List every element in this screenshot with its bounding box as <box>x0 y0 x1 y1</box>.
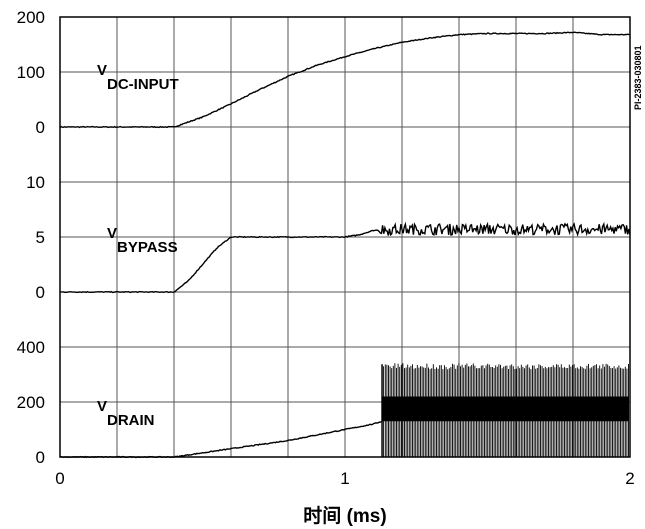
signal-subscript: DRAIN <box>107 412 155 429</box>
signal-label: V <box>97 398 107 415</box>
series-line <box>59 420 382 459</box>
labels: 2001000VDC-INPUT1050VBYPASS4002000VDRAIN… <box>17 8 643 527</box>
switching-band <box>382 396 629 422</box>
y-tick-label: 0 <box>36 448 45 467</box>
y-tick-label: 10 <box>26 173 45 192</box>
signal-label: V <box>97 62 107 79</box>
plot-frame <box>59 16 631 458</box>
y-tick-label: 100 <box>17 63 45 82</box>
y-tick-label: 0 <box>36 283 45 302</box>
y-tick-label: 0 <box>36 118 45 137</box>
x-tick-label: 2 <box>625 469 634 488</box>
signal-subscript: DC-INPUT <box>107 76 179 93</box>
x-tick-label: 1 <box>340 469 349 488</box>
y-tick-label: 200 <box>17 393 45 412</box>
x-axis-label: 时间 (ms) <box>303 505 386 527</box>
signal-label: V <box>107 225 117 242</box>
y-tick-label: 400 <box>17 338 45 357</box>
figure-ref: PI-2383-030801 <box>633 45 643 110</box>
y-tick-label: 5 <box>36 228 45 247</box>
y-tick-label: 200 <box>17 8 45 27</box>
signal-subscript: BYPASS <box>117 239 178 256</box>
x-tick-label: 0 <box>55 469 64 488</box>
series-line <box>60 221 631 294</box>
series-line <box>59 31 631 129</box>
plot-area <box>59 31 631 459</box>
